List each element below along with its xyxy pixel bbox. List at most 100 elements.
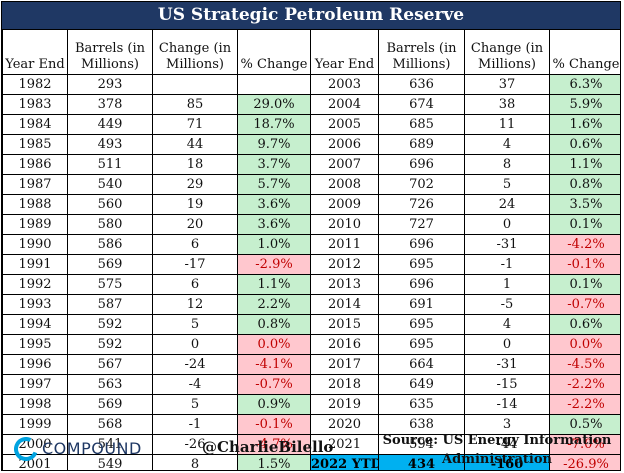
year-cell: 2011 bbox=[310, 234, 379, 255]
year-cell: 1992 bbox=[2, 274, 68, 295]
change-cell: 38 bbox=[464, 94, 550, 115]
pct-change-cell: -7.0% bbox=[549, 434, 620, 455]
year-cell: 1991 bbox=[2, 254, 68, 275]
change-cell: 12 bbox=[152, 294, 238, 315]
pct-change-cell: 0.6% bbox=[549, 134, 620, 155]
table-body: 1982 293 2003 636 37 6.3% 1983 378 85 29.0% 2004 67… bbox=[2, 74, 620, 470]
change-cell: 20 bbox=[152, 214, 238, 235]
change-cell: -31 bbox=[464, 234, 550, 255]
year-cell: 1983 bbox=[2, 94, 68, 115]
pct-change-cell: 0.1% bbox=[549, 274, 620, 295]
barrels-cell: 569 bbox=[67, 394, 153, 415]
compound-logo-icon bbox=[14, 437, 38, 461]
pct-change-cell: 0.9% bbox=[237, 394, 311, 415]
pct-change-cell: 29.0% bbox=[237, 94, 311, 115]
pct-change-cell: -4.1% bbox=[237, 354, 311, 375]
column-header: % Change bbox=[237, 29, 311, 75]
change-cell: 18 bbox=[152, 154, 238, 175]
barrels-cell: 702 bbox=[378, 174, 465, 195]
column-header: % Change bbox=[549, 29, 620, 75]
barrels-cell: 638 bbox=[378, 414, 465, 435]
change-cell: -5 bbox=[464, 294, 550, 315]
barrels-cell: 434 bbox=[378, 454, 465, 470]
barrels-cell: 726 bbox=[378, 194, 465, 215]
year-cell: 1998 bbox=[2, 394, 68, 415]
data-table: Year End Barrels (in Millions) Change (i… bbox=[2, 29, 620, 470]
barrels-cell: 569 bbox=[67, 254, 153, 275]
author-handle: @CharlieBilello bbox=[202, 438, 334, 456]
year-cell: 1987 bbox=[2, 174, 68, 195]
barrels-cell: 695 bbox=[378, 314, 465, 335]
column-header: Change (in Millions) bbox=[152, 29, 238, 75]
barrels-cell: 540 bbox=[67, 174, 153, 195]
change-cell: 4 bbox=[464, 314, 550, 335]
table-row: 1997 563 -4 -0.7% 2018 649 -15 -2.2% bbox=[2, 374, 620, 395]
change-cell: 5 bbox=[464, 174, 550, 195]
change-cell: 5 bbox=[152, 314, 238, 335]
barrels-cell: 664 bbox=[378, 354, 465, 375]
change-cell: -24 bbox=[152, 354, 238, 375]
table-row: 1999 568 -1 -0.1% 2020 638 3 0.5% bbox=[2, 414, 620, 435]
table-row: 1995 592 0 0.0% 2016 695 0 0.0% bbox=[2, 334, 620, 355]
change-cell: -44 bbox=[464, 434, 550, 455]
year-cell: 2015 bbox=[310, 314, 379, 335]
change-cell: 24 bbox=[464, 194, 550, 215]
pct-change-cell: 1.0% bbox=[237, 234, 311, 255]
year-cell: 1995 bbox=[2, 334, 68, 355]
table-row: 1988 560 19 3.6% 2009 726 24 3.5% bbox=[2, 194, 620, 215]
compound-logo: COMPOUND bbox=[14, 435, 142, 463]
barrels-cell: 636 bbox=[378, 74, 465, 95]
change-cell: 0 bbox=[152, 334, 238, 355]
barrels-cell: 587 bbox=[67, 294, 153, 315]
pct-change-cell: -2.9% bbox=[237, 254, 311, 275]
table-row: 1987 540 29 5.7% 2008 702 5 0.8% bbox=[2, 174, 620, 195]
pct-change-cell: 0.0% bbox=[549, 334, 620, 355]
year-cell: 1984 bbox=[2, 114, 68, 135]
pct-change-cell: -4.2% bbox=[549, 234, 620, 255]
table-row: 1986 511 18 3.7% 2007 696 8 1.1% bbox=[2, 154, 620, 175]
year-cell: 1994 bbox=[2, 314, 68, 335]
barrels-cell: 592 bbox=[67, 314, 153, 335]
pct-change-cell: 0.6% bbox=[549, 314, 620, 335]
change-cell: -15 bbox=[464, 374, 550, 395]
barrels-cell: 563 bbox=[67, 374, 153, 395]
pct-change-cell: 5.9% bbox=[549, 94, 620, 115]
pct-change-cell: -4.7% bbox=[237, 434, 311, 455]
change-cell: -31 bbox=[464, 354, 550, 375]
pct-change-cell: 1.1% bbox=[237, 274, 311, 295]
table-row: 1992 575 6 1.1% 2013 696 1 0.1% bbox=[2, 274, 620, 295]
barrels-cell: 691 bbox=[378, 294, 465, 315]
change-cell: 1 bbox=[464, 274, 550, 295]
year-cell: 2017 bbox=[310, 354, 379, 375]
pct-change-cell: 3.6% bbox=[237, 214, 311, 235]
pct-change-cell: 9.7% bbox=[237, 134, 311, 155]
change-cell: 11 bbox=[464, 114, 550, 135]
barrels-cell: 635 bbox=[378, 394, 465, 415]
pct-change-cell: 3.7% bbox=[237, 154, 311, 175]
pct-change-cell: 6.3% bbox=[549, 74, 620, 95]
column-header: Barrels (in Millions) bbox=[67, 29, 153, 75]
pct-change-cell: 0.0% bbox=[237, 334, 311, 355]
barrels-cell: 567 bbox=[67, 354, 153, 375]
column-header: Year End bbox=[2, 29, 68, 75]
year-cell: 2000 bbox=[2, 434, 68, 455]
pct-change-cell: -0.7% bbox=[237, 374, 311, 395]
change-cell: 0 bbox=[464, 214, 550, 235]
barrels-cell: 696 bbox=[378, 234, 465, 255]
year-cell: 2018 bbox=[310, 374, 379, 395]
barrels-cell: 689 bbox=[378, 134, 465, 155]
year-cell: 2010 bbox=[310, 214, 379, 235]
barrels-cell: 695 bbox=[378, 254, 465, 275]
change-cell: 6 bbox=[152, 234, 238, 255]
year-cell: 1989 bbox=[2, 214, 68, 235]
year-cell: 1990 bbox=[2, 234, 68, 255]
change-cell: 8 bbox=[464, 154, 550, 175]
pct-change-cell: 0.8% bbox=[237, 314, 311, 335]
column-header: Change (in Millions) bbox=[464, 29, 550, 75]
year-cell: 2006 bbox=[310, 134, 379, 155]
change-cell: -14 bbox=[464, 394, 550, 415]
change-cell: 0 bbox=[464, 334, 550, 355]
pct-change-cell: -0.1% bbox=[549, 254, 620, 275]
header-row: Year End Barrels (in Millions) Change (i… bbox=[2, 29, 620, 75]
year-cell: 2007 bbox=[310, 154, 379, 175]
